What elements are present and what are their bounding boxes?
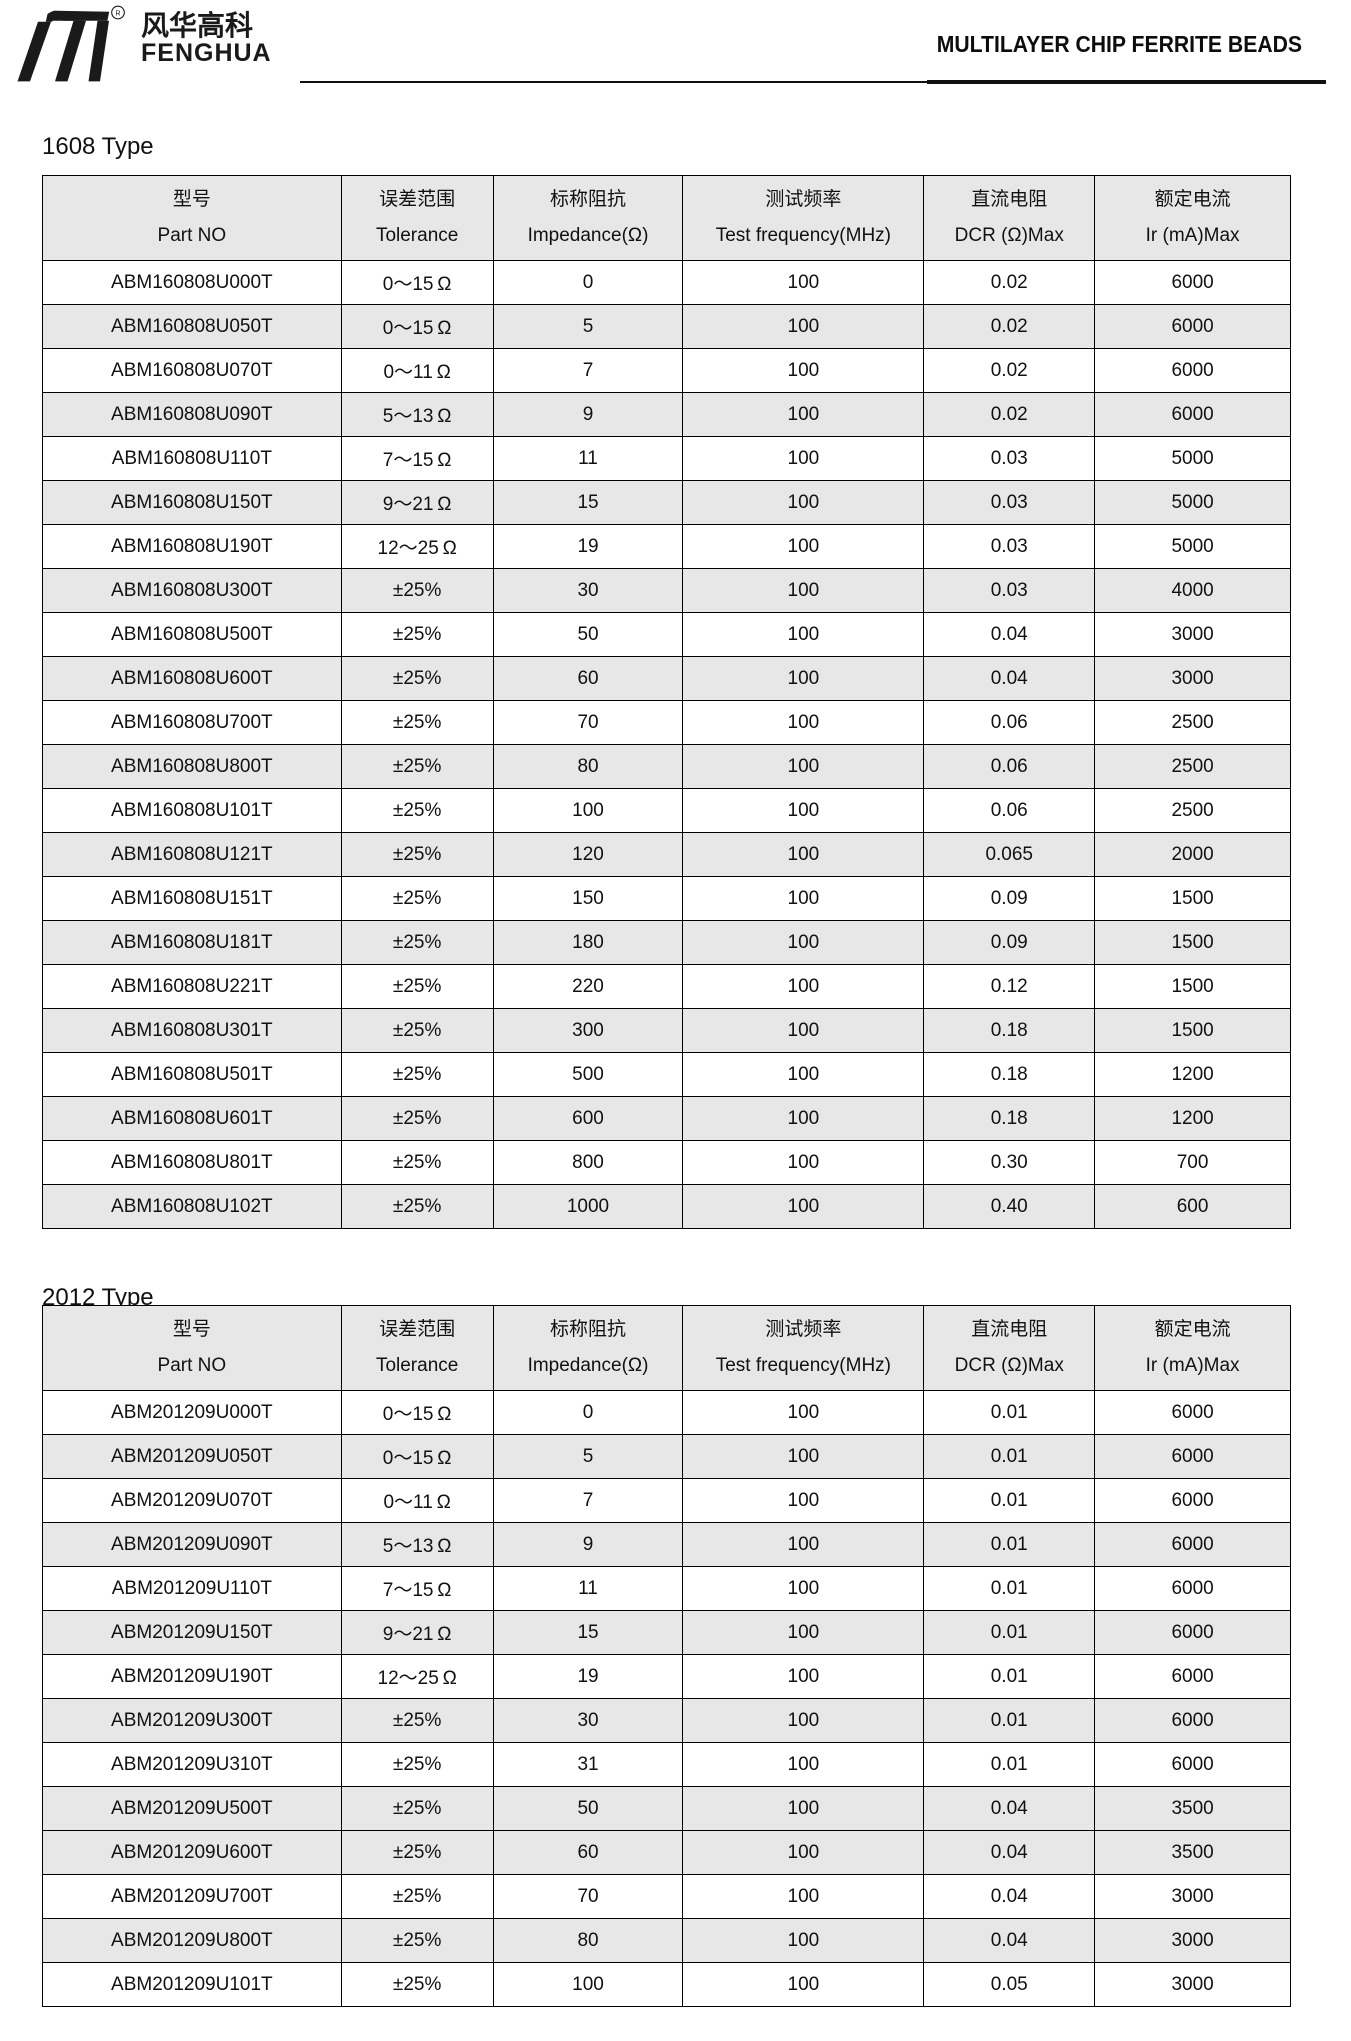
svg-text:R: R	[115, 8, 120, 17]
svg-text:风华高科: 风华高科	[141, 9, 253, 41]
svg-text:FENGHUA: FENGHUA	[141, 39, 272, 67]
